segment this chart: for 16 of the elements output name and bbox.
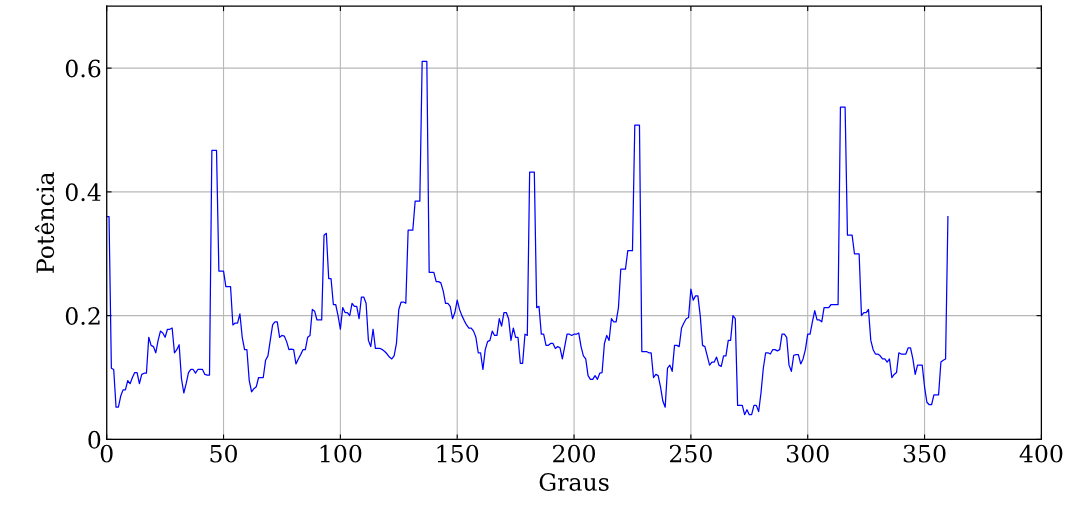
y-tick-label: 0 (88, 430, 101, 449)
x-tick-label: 300 (786, 444, 829, 463)
x-tick-label: 400 (1019, 444, 1063, 463)
line-series (106, 60, 949, 416)
x-tick-label: 250 (669, 444, 712, 463)
y-tick-label: 0.2 (65, 307, 100, 325)
y-tick-label: 0.6 (65, 59, 101, 78)
x-tick-label: 0 (100, 444, 113, 463)
x-tick-label: 200 (553, 444, 596, 463)
y-tick-label: 0.4 (65, 183, 101, 202)
x-axis-title: Graus (539, 473, 609, 491)
y-axis-title: Potência (34, 172, 55, 273)
x-tick-label: 150 (437, 444, 479, 463)
x-tick-label: 100 (320, 444, 362, 463)
x-tick-label: 50 (210, 444, 237, 463)
x-tick-label: 350 (903, 444, 946, 463)
